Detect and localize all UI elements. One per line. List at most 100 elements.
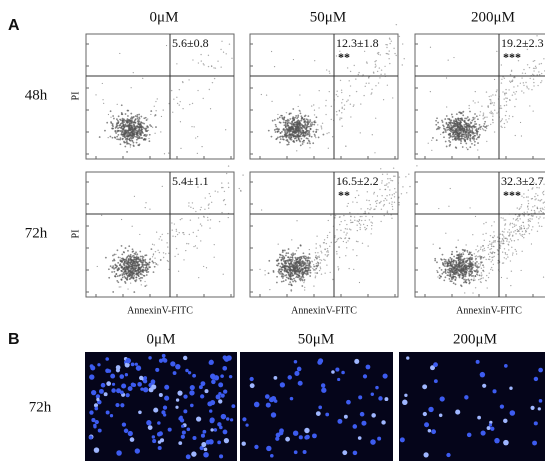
cell-dot bbox=[141, 259, 144, 261]
cell-dot bbox=[271, 119, 274, 122]
nucleus bbox=[180, 434, 186, 439]
cell-dot bbox=[381, 173, 384, 176]
cell-dot bbox=[307, 262, 310, 264]
cell-dot bbox=[313, 268, 315, 271]
cell-dot bbox=[352, 249, 354, 251]
cell-dot bbox=[446, 262, 449, 265]
plot-frame bbox=[85, 171, 235, 298]
cell-dot bbox=[200, 206, 202, 208]
cell-dot bbox=[454, 269, 457, 271]
cell-dot bbox=[510, 240, 513, 242]
cell-dot bbox=[309, 123, 312, 126]
cell-dot bbox=[338, 268, 340, 270]
cell-dot bbox=[379, 188, 381, 191]
cell-dot bbox=[117, 267, 120, 269]
cell-dot bbox=[401, 64, 403, 66]
cell-dot bbox=[313, 285, 315, 287]
cell-dot bbox=[510, 231, 512, 233]
cell-dot bbox=[123, 133, 126, 136]
cell-dot bbox=[454, 139, 457, 141]
cell-dot bbox=[380, 220, 382, 223]
cell-dot bbox=[201, 46, 203, 48]
cell-dot bbox=[398, 35, 401, 38]
cell-dot bbox=[121, 266, 123, 269]
cell-dot bbox=[490, 110, 492, 113]
cell-dot bbox=[152, 261, 155, 264]
cell-dot bbox=[444, 131, 447, 133]
cell-dot bbox=[391, 180, 394, 182]
cell-dot bbox=[501, 230, 504, 233]
cell-dot bbox=[138, 266, 141, 269]
cell-dot bbox=[368, 82, 370, 84]
cell-dot bbox=[535, 216, 538, 218]
cell-dot bbox=[125, 265, 128, 268]
cell-dot bbox=[513, 231, 515, 233]
cell-dot bbox=[479, 278, 482, 280]
cell-dot bbox=[536, 74, 538, 76]
cell-dot bbox=[508, 99, 511, 101]
cell-dot bbox=[131, 248, 134, 251]
cell-dot bbox=[477, 101, 479, 103]
cell-dot bbox=[503, 231, 505, 233]
cell-dot bbox=[118, 286, 120, 288]
cell-dot bbox=[493, 104, 495, 106]
cell-dot bbox=[290, 290, 292, 292]
cell-dot bbox=[490, 261, 492, 263]
cell-dot bbox=[124, 280, 126, 283]
cell-dot bbox=[297, 136, 299, 138]
cell-dot bbox=[143, 274, 146, 277]
cell-dot bbox=[344, 228, 347, 230]
cell-dot bbox=[500, 107, 503, 109]
cell-dot bbox=[142, 256, 145, 258]
cell-dot bbox=[191, 126, 193, 128]
cell-dot bbox=[390, 40, 393, 42]
cell-dot bbox=[337, 95, 339, 98]
cell-dot bbox=[506, 240, 508, 242]
nucleus bbox=[192, 373, 197, 378]
cell-dot bbox=[129, 253, 132, 256]
cell-dot bbox=[455, 122, 458, 125]
cell-dot bbox=[300, 133, 303, 136]
cell-dot bbox=[96, 265, 98, 268]
cell-dot bbox=[98, 136, 101, 138]
cell-dot bbox=[300, 276, 303, 279]
cell-dot bbox=[347, 240, 349, 242]
cell-dot bbox=[515, 90, 518, 93]
cell-dot bbox=[286, 143, 289, 146]
cell-dot bbox=[135, 255, 138, 258]
cell-dot bbox=[516, 207, 518, 209]
nucleus bbox=[161, 353, 166, 358]
cell-dot bbox=[463, 119, 466, 122]
cell-dot bbox=[449, 256, 452, 259]
cell-dot bbox=[281, 257, 284, 259]
cell-dot bbox=[509, 81, 512, 84]
cell-dot bbox=[130, 267, 133, 270]
cell-dot bbox=[121, 253, 124, 256]
cell-dot bbox=[476, 245, 479, 247]
cell-dot bbox=[306, 262, 309, 264]
nucleus bbox=[89, 410, 94, 415]
cell-dot bbox=[283, 249, 286, 252]
cell-dot bbox=[394, 52, 396, 55]
cell-dot bbox=[302, 134, 305, 137]
nucleus bbox=[170, 361, 176, 367]
cell-dot bbox=[304, 259, 307, 262]
cell-dot bbox=[364, 85, 366, 88]
cell-dot bbox=[348, 80, 350, 82]
cell-dot bbox=[451, 138, 454, 141]
cell-dot bbox=[482, 118, 484, 120]
cell-dot bbox=[345, 241, 348, 244]
cell-dot bbox=[309, 270, 311, 272]
cell-dot bbox=[506, 253, 508, 256]
cell-dot bbox=[534, 67, 536, 70]
cell-dot bbox=[479, 126, 481, 128]
cell-dot bbox=[504, 228, 506, 230]
cell-dot bbox=[123, 129, 126, 132]
cell-dot bbox=[437, 276, 439, 278]
nucleus bbox=[249, 376, 254, 382]
cell-dot bbox=[222, 51, 225, 53]
cell-dot bbox=[147, 118, 149, 120]
cell-dot bbox=[207, 219, 209, 221]
cell-dot bbox=[393, 201, 396, 203]
nucleus bbox=[200, 381, 206, 387]
